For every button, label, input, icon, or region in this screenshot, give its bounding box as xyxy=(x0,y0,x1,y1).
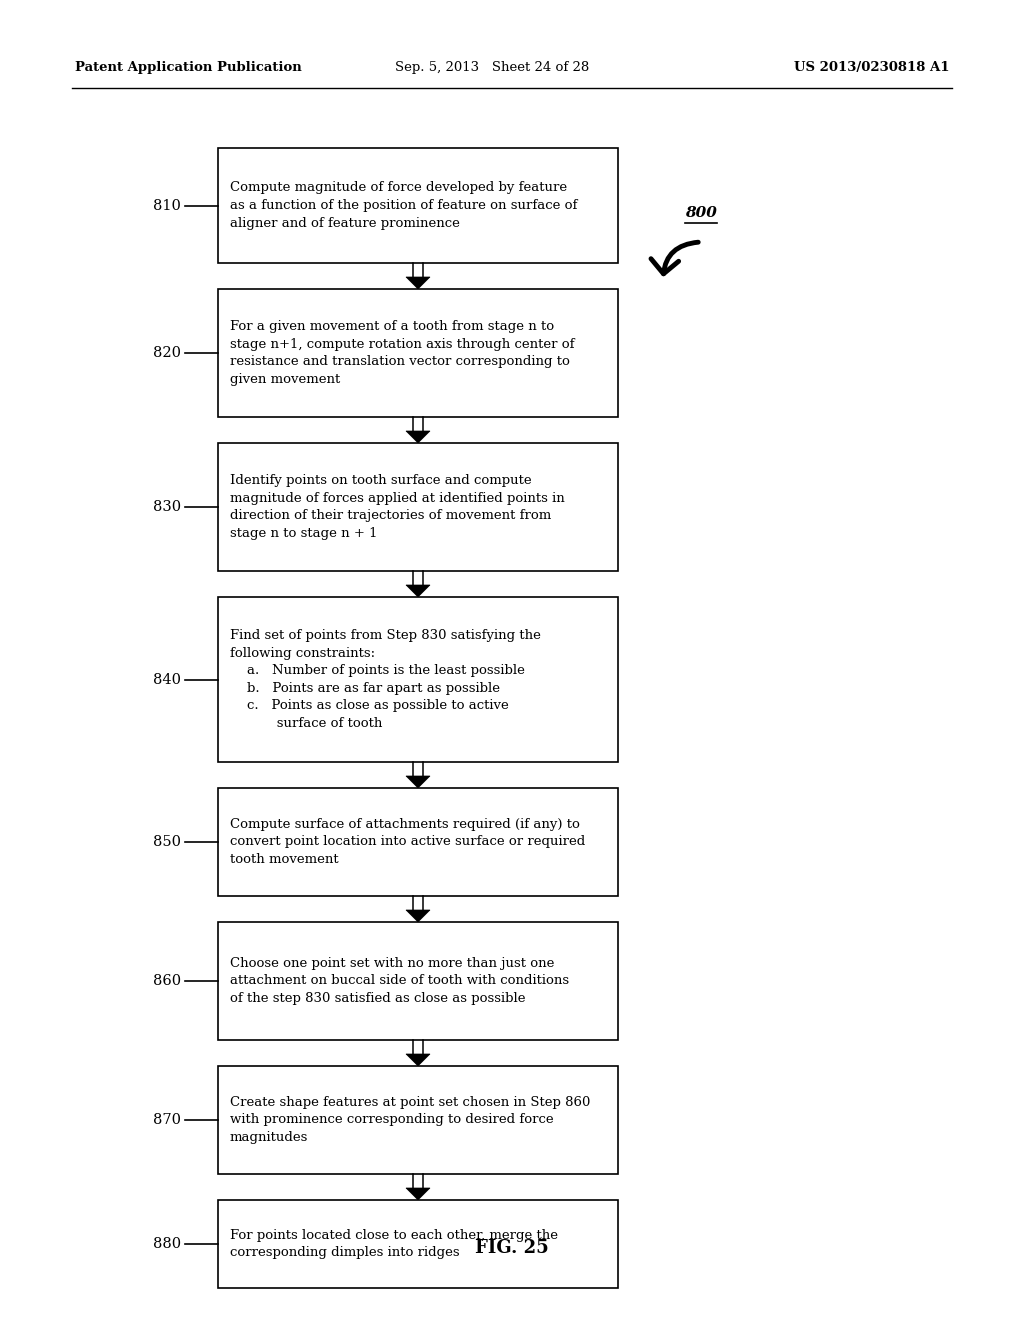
Polygon shape xyxy=(406,1053,430,1067)
Text: For a given movement of a tooth from stage n to
stage n+1, compute rotation axis: For a given movement of a tooth from sta… xyxy=(230,321,574,385)
Bar xyxy=(218,444,618,572)
Text: Identify points on tooth surface and compute
magnitude of forces applied at iden: Identify points on tooth surface and com… xyxy=(230,474,565,540)
Bar xyxy=(218,921,618,1040)
Text: 840: 840 xyxy=(153,672,181,686)
Bar xyxy=(218,148,618,263)
Text: Choose one point set with no more than just one
attachment on buccal side of too: Choose one point set with no more than j… xyxy=(230,957,569,1005)
Text: FIG. 25: FIG. 25 xyxy=(475,1239,549,1257)
Bar xyxy=(218,1067,618,1173)
Bar xyxy=(218,1200,618,1288)
Text: 860: 860 xyxy=(153,974,181,987)
Text: For points located close to each other, merge the
corresponding dimples into rid: For points located close to each other, … xyxy=(230,1229,558,1259)
Bar xyxy=(218,597,618,762)
Polygon shape xyxy=(406,432,430,444)
Text: 850: 850 xyxy=(153,836,181,849)
Text: 880: 880 xyxy=(153,1237,181,1251)
Text: Find set of points from Step 830 satisfying the
following constraints:
    a.   : Find set of points from Step 830 satisfy… xyxy=(230,630,541,730)
Text: 820: 820 xyxy=(153,346,181,360)
Polygon shape xyxy=(406,909,430,921)
Polygon shape xyxy=(406,277,430,289)
Text: 870: 870 xyxy=(153,1113,181,1127)
Text: Compute magnitude of force developed by feature
as a function of the position of: Compute magnitude of force developed by … xyxy=(230,181,578,230)
Text: 800: 800 xyxy=(685,206,717,220)
Bar xyxy=(218,289,618,417)
Text: Create shape features at point set chosen in Step 860
with prominence correspond: Create shape features at point set chose… xyxy=(230,1096,591,1144)
Text: Sep. 5, 2013   Sheet 24 of 28: Sep. 5, 2013 Sheet 24 of 28 xyxy=(395,62,589,74)
Text: US 2013/0230818 A1: US 2013/0230818 A1 xyxy=(794,62,949,74)
Polygon shape xyxy=(406,776,430,788)
Text: Compute surface of attachments required (if any) to
convert point location into : Compute surface of attachments required … xyxy=(230,818,586,866)
Text: 830: 830 xyxy=(153,500,181,513)
Text: 810: 810 xyxy=(154,198,181,213)
Text: Patent Application Publication: Patent Application Publication xyxy=(75,62,302,74)
Bar xyxy=(218,788,618,896)
FancyArrowPatch shape xyxy=(651,242,698,273)
Polygon shape xyxy=(406,585,430,597)
Polygon shape xyxy=(406,1188,430,1200)
